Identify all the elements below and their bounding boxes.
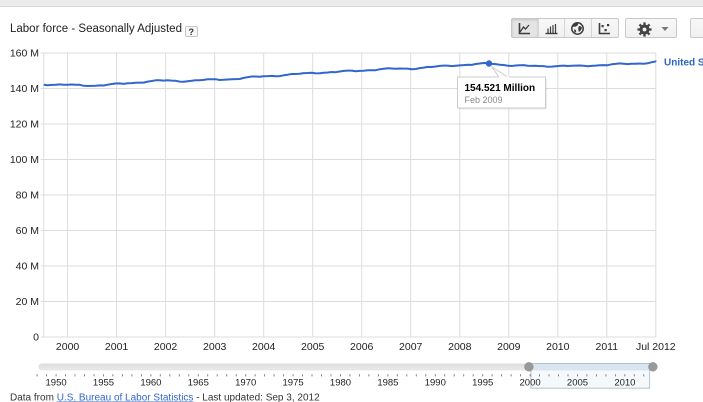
- svg-text:120 M: 120 M: [10, 118, 39, 130]
- svg-text:2010: 2010: [614, 378, 635, 389]
- svg-text:United States: United States: [664, 58, 703, 69]
- svg-text:2004: 2004: [252, 341, 276, 353]
- svg-text:2000: 2000: [520, 378, 541, 389]
- svg-text:2005: 2005: [301, 341, 325, 353]
- svg-text:100 M: 100 M: [10, 154, 39, 166]
- svg-text:2005: 2005: [567, 378, 588, 389]
- svg-text:1990: 1990: [425, 378, 446, 389]
- svg-text:2009: 2009: [497, 341, 521, 353]
- svg-text:2011: 2011: [596, 341, 619, 353]
- svg-text:20 M: 20 M: [16, 296, 39, 308]
- svg-text:1960: 1960: [140, 378, 161, 389]
- svg-text:1965: 1965: [188, 378, 209, 389]
- svg-text:154.521 Million: 154.521 Million: [465, 83, 536, 94]
- svg-text:1950: 1950: [46, 378, 67, 389]
- svg-text:1970: 1970: [235, 378, 256, 389]
- svg-text:1985: 1985: [377, 378, 398, 389]
- svg-text:2006: 2006: [350, 341, 374, 353]
- svg-text:Jul 2012: Jul 2012: [636, 341, 676, 353]
- svg-text:160 M: 160 M: [10, 47, 39, 59]
- svg-text:2002: 2002: [154, 341, 178, 353]
- svg-text:0: 0: [33, 331, 39, 343]
- svg-text:Data from U.S. Bureau of Labor: Data from U.S. Bureau of Labor Statistic…: [10, 393, 320, 402]
- svg-text:Feb 2009: Feb 2009: [465, 95, 503, 105]
- svg-text:2007: 2007: [399, 341, 423, 353]
- svg-text:2001: 2001: [105, 341, 129, 353]
- svg-text:2008: 2008: [448, 341, 472, 353]
- svg-text:140 M: 140 M: [10, 83, 39, 95]
- svg-text:2010: 2010: [546, 341, 570, 353]
- svg-text:60 M: 60 M: [16, 225, 39, 237]
- svg-text:80 M: 80 M: [16, 189, 39, 201]
- svg-text:1980: 1980: [330, 378, 351, 389]
- svg-text:2003: 2003: [203, 341, 227, 353]
- svg-text:1955: 1955: [93, 378, 114, 389]
- svg-text:2000: 2000: [56, 341, 80, 353]
- svg-text:1975: 1975: [283, 378, 304, 389]
- svg-text:1995: 1995: [472, 378, 493, 389]
- svg-text:40 M: 40 M: [16, 260, 39, 272]
